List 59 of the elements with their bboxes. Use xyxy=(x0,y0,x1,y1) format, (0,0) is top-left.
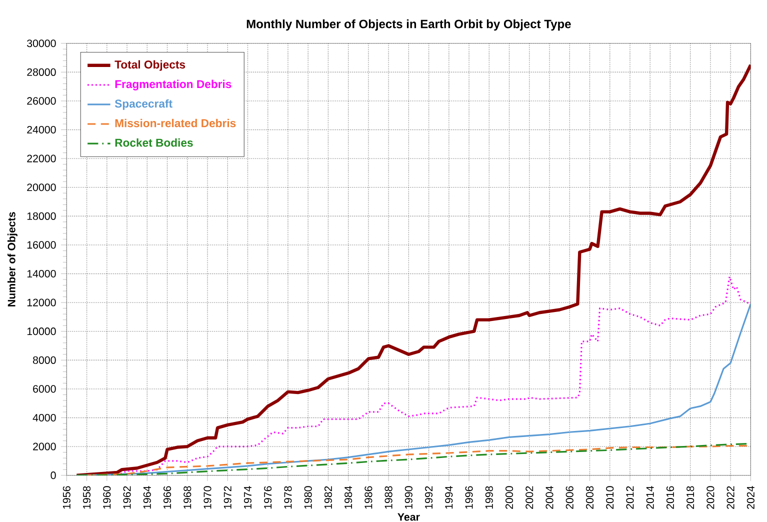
x-tick-label: 2018 xyxy=(686,486,694,509)
y-tick-label: 2000 xyxy=(33,442,56,450)
x-tick-label: 2024 xyxy=(746,486,754,509)
x-tick-label: 1982 xyxy=(324,486,332,509)
x-tick-label: 2022 xyxy=(726,486,734,509)
x-tick-label: 1956 xyxy=(62,486,70,509)
x-tick-label: 2010 xyxy=(606,486,614,509)
y-tick-label: 4000 xyxy=(32,414,56,422)
x-tick-label: 1998 xyxy=(485,486,493,509)
x-tick-label: 1986 xyxy=(364,486,372,509)
y-tick-label: 26000 xyxy=(27,97,56,105)
y-tick-label: 18000 xyxy=(27,212,56,220)
y-tick-label: 28000 xyxy=(27,68,56,76)
x-tick-label: 1958 xyxy=(83,486,91,509)
x-tick-label: 2012 xyxy=(626,486,634,509)
y-tick-label: 14000 xyxy=(27,270,56,278)
x-tick-label: 1966 xyxy=(163,486,172,509)
y-axis-title: Number of Objects xyxy=(8,212,18,306)
legend-label: Total Objects xyxy=(114,60,186,71)
x-axis-title: Year xyxy=(398,513,420,521)
y-tick-label: 20000 xyxy=(27,184,56,192)
x-tick-label: 1974 xyxy=(244,486,252,509)
y-tick-label: 30000 xyxy=(27,40,56,48)
y-tick-label: 12000 xyxy=(27,298,56,306)
x-tick-label: 1988 xyxy=(384,486,392,509)
y-tick-label: 16000 xyxy=(27,241,56,249)
y-tick-label: 24000 xyxy=(27,126,56,134)
x-tick-label: 2016 xyxy=(666,486,674,509)
x-tick-label: 1970 xyxy=(204,486,212,509)
x-tick-label: 1968 xyxy=(184,486,192,509)
y-tick-label: 10000 xyxy=(27,328,56,336)
y-tick-label: 6000 xyxy=(33,385,56,393)
y-tick-label: 22000 xyxy=(27,154,56,162)
x-tick-label: 2004 xyxy=(546,486,554,509)
x-tick-label: 1994 xyxy=(445,486,453,509)
legend-label: Mission-related Debris xyxy=(115,118,236,128)
x-tick-label: 2000 xyxy=(505,486,514,509)
x-tick-label: 1992 xyxy=(425,486,433,509)
chart-title: Monthly Number of Objects in Earth Orbit by Object Type xyxy=(246,19,571,31)
x-tick-label: 1996 xyxy=(465,486,473,509)
x-tick-label: 1976 xyxy=(264,486,272,509)
x-tick-label: 2006 xyxy=(566,486,574,509)
x-tick-label: 2002 xyxy=(526,486,534,509)
legend-label: Spacecraft xyxy=(114,99,172,110)
x-tick-label: 1962 xyxy=(123,486,131,509)
legend-label: Fragmentation Debris xyxy=(115,80,232,90)
x-tick-label: 1984 xyxy=(344,486,352,509)
y-tick-label: 0 xyxy=(50,472,56,480)
legend-label: Rocket Bodies xyxy=(115,138,193,147)
x-tick-label: 1964 xyxy=(143,486,151,509)
x-tick-label: 1978 xyxy=(284,486,292,509)
x-tick-label: 1980 xyxy=(304,486,312,509)
y-tick-label: 8000 xyxy=(33,356,56,364)
x-tick-label: 1960 xyxy=(103,486,111,509)
x-tick-label: 2008 xyxy=(586,486,594,509)
x-tick-label: 1990 xyxy=(404,486,412,509)
x-tick-label: 1972 xyxy=(224,486,232,509)
x-tick-label: 2014 xyxy=(646,486,654,509)
x-tick-label: 2020 xyxy=(706,486,714,509)
